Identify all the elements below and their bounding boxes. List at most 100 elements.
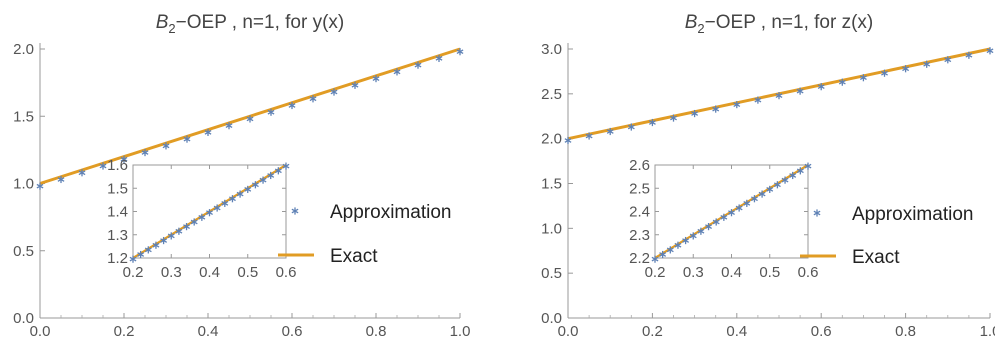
approximation-point <box>965 51 973 59</box>
approximation-point <box>57 175 65 184</box>
approximation-point <box>585 132 593 140</box>
inset-approximation-point <box>282 162 290 170</box>
inset-x-tick-label: 0.3 <box>683 264 704 281</box>
chart-title: B2−OEP , n=1, for y(x) <box>156 12 345 36</box>
title-subscript: 2 <box>697 21 704 36</box>
inset-approximation-point <box>751 195 758 203</box>
approximation-point <box>414 61 422 69</box>
y-tick-label: 1.5 <box>13 108 34 125</box>
inset-approximation-point <box>274 167 282 175</box>
approximation-point <box>796 87 804 95</box>
inset-x-tick-label: 0.5 <box>237 264 258 281</box>
inset-approximation-point <box>781 176 789 184</box>
inset-approximation-point <box>213 204 221 212</box>
inset-approximation-point <box>659 250 667 259</box>
approximation-point <box>691 109 699 118</box>
inset-y-tick-label: 2.3 <box>629 227 650 244</box>
inset-approximation-point <box>175 227 183 235</box>
approximation-point <box>288 101 296 110</box>
inset-approximation-point <box>773 181 781 189</box>
inset-approximation-point <box>712 218 720 226</box>
approximation-point <box>435 54 443 63</box>
x-tick-label: 0.4 <box>198 323 219 340</box>
approximation-point <box>309 95 317 103</box>
y-tick-label: 0.5 <box>541 265 562 282</box>
approximation-point <box>881 69 888 77</box>
approximation-point <box>120 155 128 163</box>
y-tick-label: 2.0 <box>13 41 34 58</box>
inset-approximation-point <box>735 204 743 212</box>
y-tick-label: 1.0 <box>13 176 34 193</box>
title-main: B <box>156 12 169 33</box>
x-tick-label: 1.0 <box>450 323 471 340</box>
approximation-point <box>204 128 212 136</box>
inset-approximation-point <box>251 181 259 189</box>
y-tick-label: 0.0 <box>13 310 34 327</box>
inset-approximation-point <box>766 185 774 194</box>
inset-approximation-point <box>682 236 690 245</box>
inset-approximation-point <box>689 232 697 240</box>
x-tick-label: 0.0 <box>558 323 579 340</box>
approximation-point <box>330 88 338 96</box>
approximation-point <box>986 47 994 55</box>
inset-approximation-point <box>236 190 244 198</box>
inset-approximation-point <box>259 176 267 184</box>
inset-approximation-point <box>129 255 137 263</box>
x-tick-label: 0.2 <box>642 323 663 340</box>
x-tick-label: 0.0 <box>30 323 51 340</box>
legend-approximation-label: Approximation <box>852 204 973 225</box>
title-main: B <box>685 12 698 33</box>
y-tick-label: 0.5 <box>13 243 34 260</box>
approximation-point <box>393 68 401 76</box>
inset-x-tick-label: 0.4 <box>721 264 742 281</box>
approximation-point <box>817 83 825 91</box>
approximation-point <box>606 127 614 136</box>
approximation-point <box>267 108 275 116</box>
x-tick-label: 1.0 <box>980 323 995 340</box>
approximation-point <box>838 78 846 86</box>
inset-approximation-point <box>198 213 206 221</box>
approximation-point <box>564 136 572 145</box>
inset-y-tick-label: 1.2 <box>107 250 128 267</box>
inset-approximation-point <box>160 236 168 245</box>
y-tick-label: 0.0 <box>541 310 562 327</box>
x-tick-label: 0.8 <box>895 323 916 340</box>
approximation-point <box>754 96 762 104</box>
legend-exact-label: Exact <box>852 247 900 268</box>
approximation-point <box>183 135 191 143</box>
inset-approximation-point <box>674 241 682 249</box>
inset-y-tick-label: 2.5 <box>629 180 650 197</box>
title-rest: −OEP , n=1, for y(x) <box>176 12 345 33</box>
x-tick-label: 0.8 <box>366 323 387 340</box>
inset-approximation-point <box>728 209 735 217</box>
y-tick-label: 2.0 <box>541 131 562 148</box>
inset-approximation-point <box>137 250 145 259</box>
approximation-point <box>923 60 931 68</box>
approximation-point <box>944 56 952 64</box>
inset-x-tick-label: 0.5 <box>759 264 780 281</box>
inset-y-tick-label: 2.4 <box>629 204 650 221</box>
approximation-point <box>372 74 380 83</box>
inset-x-tick-label: 0.6 <box>276 264 297 281</box>
approximation-point <box>351 81 359 89</box>
approximation-point <box>648 118 656 127</box>
x-tick-label: 0.2 <box>114 323 135 340</box>
approximation-point <box>162 142 170 150</box>
x-tick-label: 0.6 <box>282 323 303 340</box>
inset-approximation-point <box>697 227 705 235</box>
approximation-point <box>141 148 149 157</box>
approximation-point <box>78 169 86 177</box>
inset-y-tick-label: 1.3 <box>107 227 128 244</box>
y-tick-label: 3.0 <box>541 41 562 58</box>
inset-x-tick-label: 0.4 <box>199 264 220 281</box>
inset-x-tick-label: 0.2 <box>645 264 666 281</box>
approximation-point <box>712 105 720 113</box>
legend-approximation-label: Approximation <box>330 202 451 223</box>
approximation-point <box>225 122 233 130</box>
x-tick-label: 0.4 <box>726 323 747 340</box>
inset-approximation-point <box>206 209 213 217</box>
approximation-point <box>246 115 254 123</box>
inset-approximation-point <box>167 232 175 240</box>
inset-y-tick-label: 2.6 <box>629 157 650 174</box>
